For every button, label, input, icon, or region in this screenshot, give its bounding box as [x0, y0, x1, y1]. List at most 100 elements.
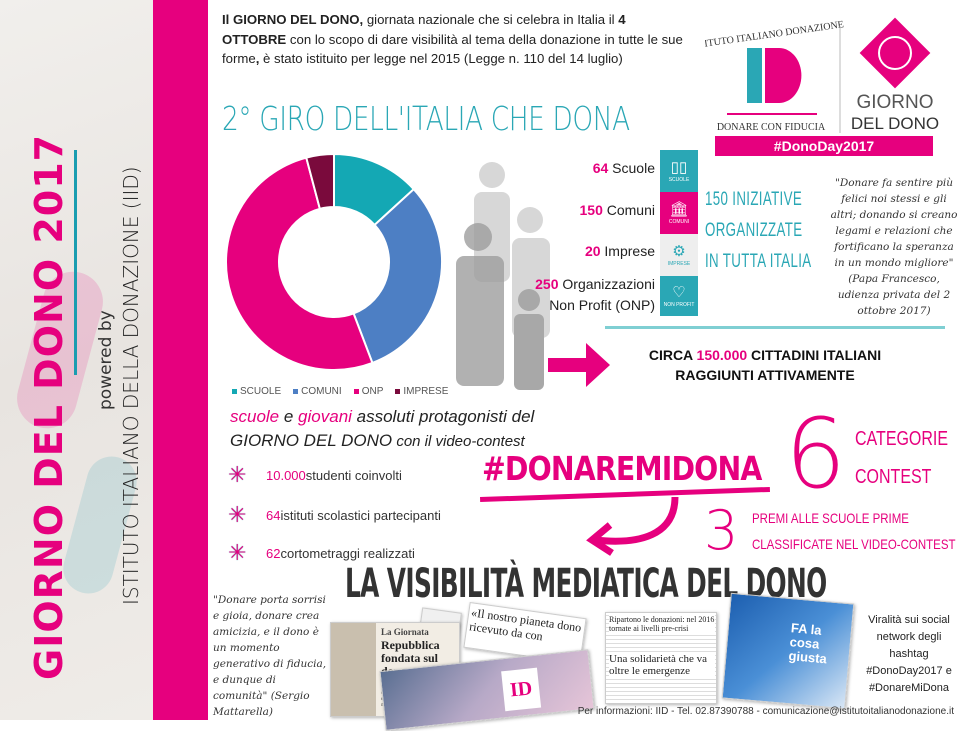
powered-by: powered by — [96, 310, 116, 410]
word: assoluti protagonisti del — [351, 407, 535, 426]
donut-slice-imprese — [305, 152, 335, 211]
category-caption: NON PROFIT — [663, 302, 695, 308]
bullet-text: studenti coinvolti — [305, 467, 402, 483]
donut-slice-comuni — [352, 187, 443, 365]
logo-hashtag: #DonoDay2017 — [774, 138, 875, 154]
arrow-right-icon — [548, 343, 610, 387]
word-scuole: scuole — [230, 407, 280, 426]
bullet-text: istituti scolastici partecipanti — [280, 507, 441, 523]
category-scuole: ▯▯ SCUOLE — [660, 150, 698, 192]
left-panel: GIORNO DEL DONO 2017 powered by ISTITUTO… — [0, 0, 153, 720]
pink-bar — [153, 0, 208, 720]
legend-item-onp: ONP — [353, 386, 383, 398]
clip-header: La Giornata — [381, 627, 429, 637]
iniziative-line: IN TUTTA ITALIA — [705, 251, 812, 272]
book-icon: ▯▯ — [670, 159, 688, 176]
video-contest: con il video-contest — [392, 433, 525, 450]
logo-graphic: ISTITUTO ITALIANO DONAZIONE DONARE CON F… — [689, 17, 939, 156]
legend-item-imprese: IMPRESE — [395, 386, 448, 398]
viral-text: Viralità sui social network degli hashta… — [866, 614, 952, 694]
legend-item-scuole: SCUOLE — [232, 386, 281, 398]
legend-swatch — [293, 388, 299, 394]
institute-name: ISTITUTO ITALIANO DELLA DONAZIONE (IID) — [119, 166, 143, 605]
bullet-item: ✳ 62 cortometraggi realizzati — [228, 540, 415, 566]
clip-title: Una solidarietà che va oltre le emergenz… — [609, 653, 715, 677]
cat-line: CONTEST — [855, 466, 932, 488]
bullet-number: 64 — [266, 507, 281, 523]
stat-label: Imprese — [600, 243, 655, 259]
cat-line: CATEGORIE — [855, 428, 949, 450]
people-icon — [456, 162, 550, 390]
asterisk-icon: ✳ — [228, 502, 247, 527]
iniziative-line: ORGANIZZATE — [705, 220, 803, 241]
circa-number: 150.000 — [696, 347, 748, 363]
donut-slice-onp — [225, 156, 374, 371]
bullet-number: 10.000 — [266, 467, 306, 483]
intro-text-3: è stato istituito per legge nel 2015 (Le… — [259, 51, 623, 66]
category-caption: COMUNI — [668, 219, 690, 225]
bullet-text: cortometraggi realizzati — [280, 545, 415, 561]
intro-text-2: con lo scopo di dare visibilità al tema … — [222, 31, 683, 67]
curved-arrow-icon — [586, 496, 679, 556]
iniziative-text: 150 INIZIATIVE ORGANIZZATE IN TUTTA ITAL… — [705, 184, 811, 277]
logo-arc-text: ISTITUTO ITALIANO DONAZIONE — [705, 19, 844, 52]
legend-swatch — [353, 388, 359, 394]
stat-label: Comuni — [602, 202, 655, 218]
giorno-del-dono: GIORNO DEL DONO — [230, 431, 393, 450]
protagonisti-text: scuole e giovani assoluti protagonisti d… — [230, 405, 534, 454]
circa-line2: RAGGIUNTI ATTIVAMENTE — [675, 367, 855, 383]
word: e — [279, 407, 299, 426]
gears-icon: ⚙ — [672, 243, 686, 260]
clip-header: Ripartono le donazioni: nel 2016 tornate… — [609, 615, 715, 633]
stat-label: Scuole — [608, 160, 655, 176]
stat-scuole: 64 Scuole — [593, 158, 655, 178]
category-comuni: 🏛 COMUNI — [660, 192, 698, 234]
legend-item-comuni: COMUNI — [293, 386, 342, 398]
word-giovani: giovani — [298, 407, 352, 426]
category-nonprofit: ♡ NON PROFIT — [660, 276, 698, 316]
bullet-number: 62 — [266, 545, 281, 561]
category-caption: IMPRESE — [667, 261, 691, 267]
iniziative-line: 150 INIZIATIVE — [705, 189, 803, 210]
papa-quote: "Donare fa sentire più felici noi stessi… — [830, 177, 958, 317]
prizes-label: PREMI ALLE SCUOLE PRIME CLASSIFICATE NEL … — [752, 505, 955, 557]
donaremidona-hashtag: #DONAREMIDONA — [482, 449, 762, 488]
legend-swatch — [232, 388, 237, 394]
stat-number: 20 — [584, 243, 601, 259]
vertical-title: GIORNO DEL DONO 2017 — [27, 133, 71, 680]
categories-count: 6 — [785, 398, 847, 510]
donut-chart — [225, 152, 443, 371]
stat-onp-line2: Non Profit (ONP) — [549, 297, 655, 313]
intro-comma: , — [255, 51, 260, 66]
asterisk-icon: ✳ — [228, 462, 247, 487]
premi-line: PREMI ALLE SCUOLE PRIME — [752, 510, 909, 526]
building-icon: 🏛 — [669, 201, 689, 218]
divider — [605, 326, 945, 329]
circa-post: CITTADINI ITALIANI — [747, 347, 882, 363]
footer-contact: Per informazioni: IID - Tel. 02.87390788… — [577, 706, 954, 717]
clip-title: FA la cosa giusta — [787, 620, 828, 667]
circa-pre: CIRCA — [648, 347, 697, 363]
chart-legend: SCUOLE COMUNI ONP IMPRESE — [232, 386, 448, 398]
heart-icon: ♡ — [672, 284, 686, 301]
stat-label: Organizzazioni — [558, 276, 655, 292]
bullet-item: ✳ 10.000 studenti coinvolti — [228, 462, 402, 488]
prizes-count: 3 — [704, 499, 739, 562]
asterisk-icon: ✳ — [228, 540, 247, 565]
stat-imprese: 20 Imprese — [585, 241, 655, 261]
stat-number: 250 — [535, 276, 559, 292]
photo — [331, 623, 376, 716]
intro-text-1: giornata nazionale che si celebra in Ita… — [363, 12, 619, 27]
tv-still-fa-la-cosa-giusta: FA la cosa giusta — [721, 592, 855, 710]
stat-comuni: 150 Comuni — [580, 200, 656, 220]
stat-number: 150 — [579, 202, 603, 218]
category-imprese: ⚙ IMPRESE — [660, 234, 698, 276]
intro-text: Il GIORNO DEL DONO, giornata nazionale c… — [222, 10, 692, 69]
categories-label: CATEGORIE CONTEST — [855, 420, 948, 496]
logo-tagline: DONARE CON FIDUCIA — [717, 122, 826, 133]
category-caption: SCUOLE — [668, 177, 690, 183]
mattarella-quote: "Donare porta sorrisi e gioia, donare cr… — [213, 594, 327, 718]
divider — [74, 150, 77, 375]
stat-number: 64 — [592, 160, 609, 176]
logo-del-dono: DEL DONO — [851, 114, 939, 133]
